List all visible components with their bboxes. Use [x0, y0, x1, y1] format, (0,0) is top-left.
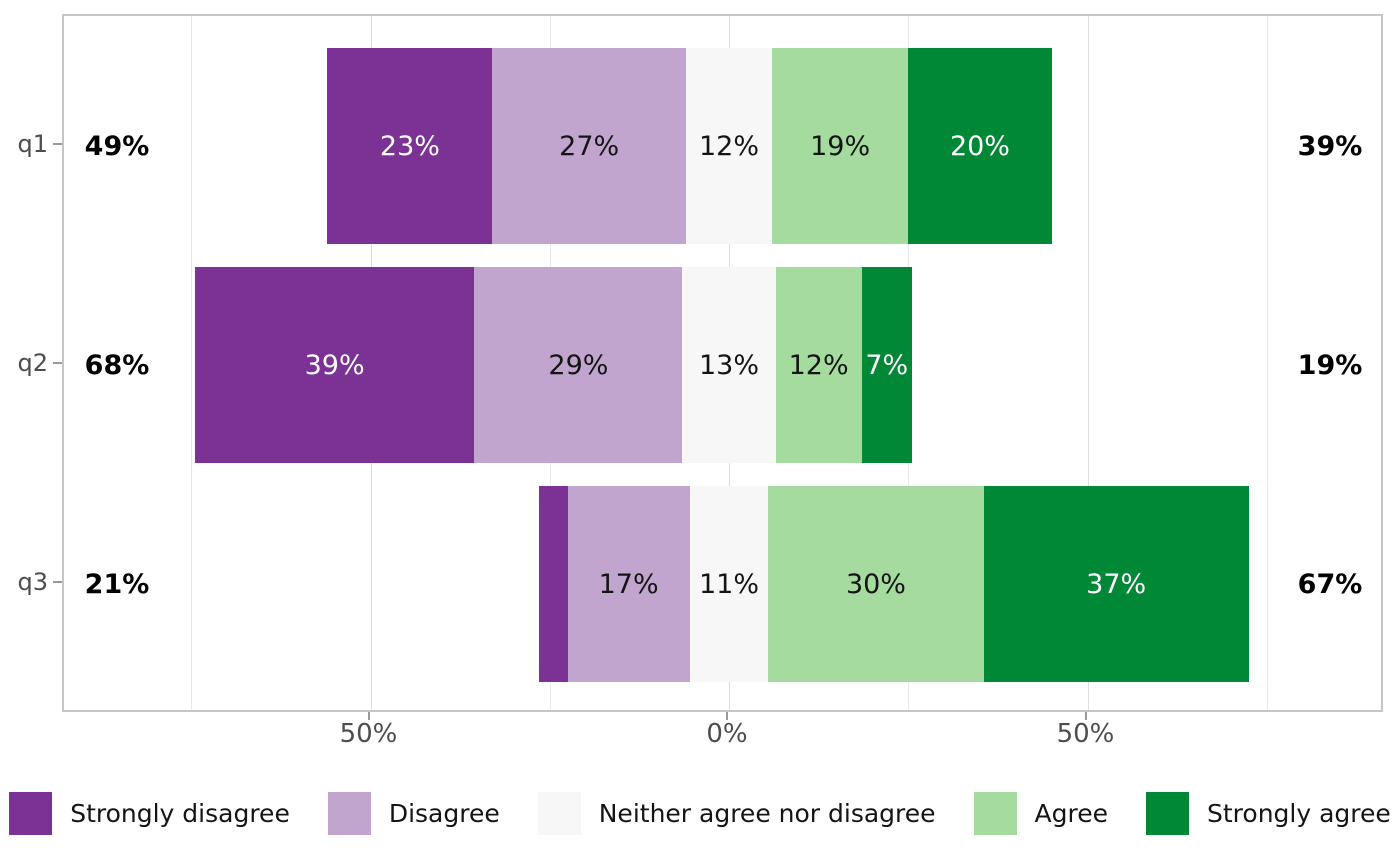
segment-value-label: 29%	[548, 349, 609, 381]
category-label-q1: q1	[17, 130, 48, 158]
low-total-q1: 49%	[84, 130, 150, 162]
y-tick	[53, 362, 62, 364]
segment-value-label: 39%	[304, 349, 365, 381]
segment-q1-disagree: 27%	[492, 48, 686, 244]
segment-q3-strongly-disagree	[538, 486, 568, 682]
segment-value-label: 27%	[559, 130, 620, 162]
segment-value-label: 13%	[698, 349, 759, 381]
legend-item-strongly-agree: Strongly agree	[1146, 791, 1391, 835]
segment-q1-agree: 19%	[772, 48, 909, 244]
segment-q2-agree: 12%	[775, 267, 862, 463]
segment-q3-strongly-agree: 37%	[983, 486, 1249, 682]
x-tick	[726, 712, 728, 720]
segment-value-label: 19%	[810, 130, 871, 162]
high-total-q1: 39%	[1297, 130, 1363, 162]
legend-label: Agree	[1034, 798, 1108, 828]
legend-swatch-disagree	[327, 791, 371, 835]
segment-q1-neither-agree-nor-disagree: 12%	[685, 48, 772, 244]
segment-q3-disagree: 17%	[567, 486, 690, 682]
segment-value-label: 12%	[788, 349, 849, 381]
segment-q1-strongly-agree: 20%	[908, 48, 1052, 244]
x-tick	[1084, 712, 1087, 720]
low-total-q3: 21%	[84, 568, 150, 600]
x-axis-label-1: 0%	[706, 719, 748, 749]
gridline-minor	[1266, 16, 1268, 710]
segment-value-label: 11%	[698, 568, 759, 600]
legend-item-neither-agree-nor-disagree: Neither agree nor disagree	[537, 791, 936, 835]
segment-value-label: 12%	[698, 130, 759, 162]
legend-label: Strongly disagree	[70, 798, 290, 828]
high-total-q3: 67%	[1297, 568, 1363, 600]
bar-row-q2: 39% 29% 13% 12% 7% 68% 19%	[64, 267, 1385, 463]
segment-q3-agree: 30%	[768, 486, 984, 682]
segment-q2-disagree: 29%	[474, 267, 683, 463]
segment-q2-neither-agree-nor-disagree: 13%	[682, 267, 776, 463]
legend-swatch-neither-agree-nor-disagree	[537, 791, 581, 835]
legend-item-agree: Agree	[973, 791, 1108, 835]
segment-value-label: 7%	[865, 349, 909, 381]
y-tick	[53, 143, 62, 145]
low-total-q2: 68%	[84, 349, 150, 381]
segment-q2-strongly-agree: 7%	[861, 267, 912, 463]
segment-value-label: 30%	[845, 568, 906, 600]
x-tick	[367, 712, 370, 720]
legend-label: Disagree	[388, 798, 500, 828]
bar-row-q1: 23% 27% 12% 19% 20% 49% 39%	[64, 48, 1385, 244]
segment-q3-neither-agree-nor-disagree: 11%	[689, 486, 769, 682]
segment-value-label: 37%	[1086, 568, 1147, 600]
legend-swatch-agree	[973, 791, 1017, 835]
legend-swatch-strongly-agree	[1146, 791, 1189, 835]
legend-swatch-strongly-disagree	[9, 791, 53, 835]
x-axis-label-0: 50%	[339, 719, 398, 749]
legend-label: Strongly agree	[1207, 798, 1391, 828]
segment-value-label: 20%	[949, 130, 1010, 162]
y-tick	[53, 581, 62, 583]
plot-panel: 23% 27% 12% 19% 20% 49% 39% 39% 29% 13% 12% 7% 68% 19…	[62, 14, 1383, 712]
category-label-q2: q2	[17, 349, 48, 377]
x-axis-label-2: 50%	[1056, 719, 1115, 749]
bar-row-q3: 17% 11% 30% 37% 21% 67%	[64, 486, 1385, 682]
gridline-minor	[191, 16, 193, 710]
high-total-q2: 19%	[1297, 349, 1363, 381]
segment-value-label: 17%	[598, 568, 659, 600]
legend-item-disagree: Disagree	[327, 791, 500, 835]
legend-label: Neither agree nor disagree	[598, 798, 936, 828]
category-label-q3: q3	[17, 568, 48, 596]
legend: Strongly disagree Disagree Neither agree n…	[0, 790, 1400, 836]
legend-item-strongly-disagree: Strongly disagree	[9, 791, 290, 835]
segment-value-label: 23%	[379, 130, 440, 162]
segment-q1-strongly-disagree: 23%	[327, 48, 493, 244]
segment-q2-strongly-disagree: 39%	[194, 267, 475, 463]
gridline-major	[1087, 16, 1089, 710]
